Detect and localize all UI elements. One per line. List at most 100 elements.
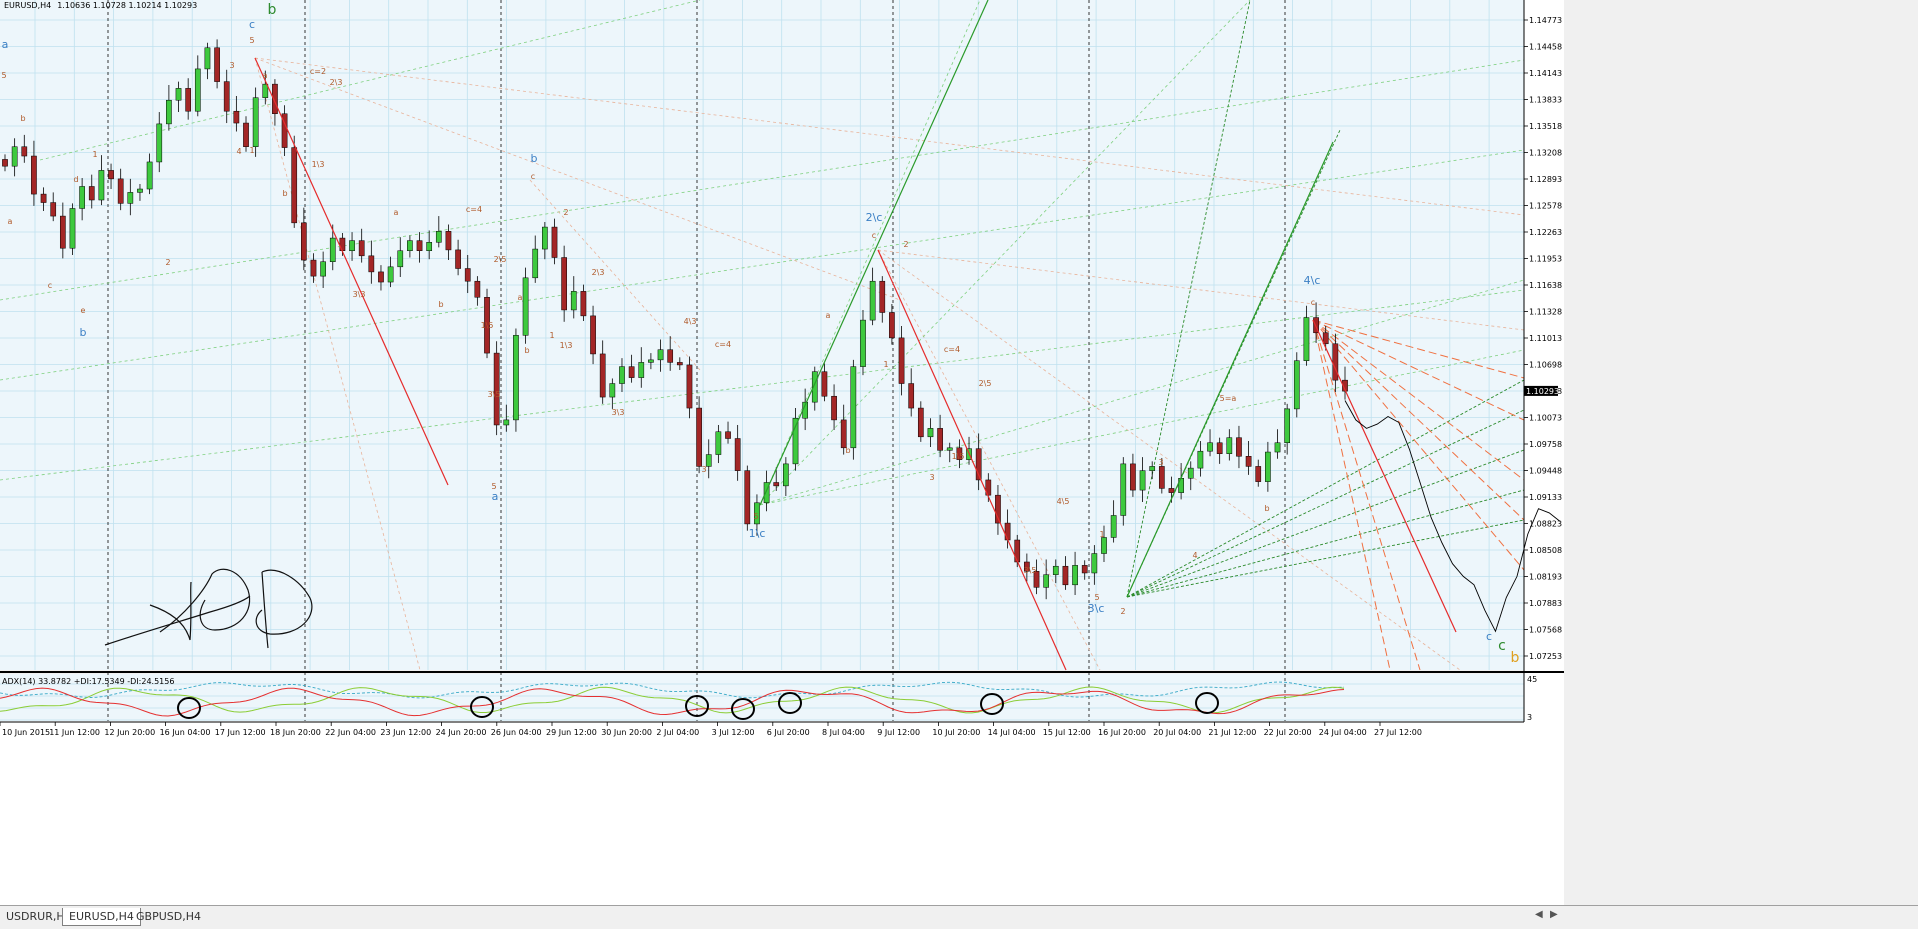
price-label: 1.14143 bbox=[1529, 69, 1562, 78]
plus-di-line bbox=[0, 686, 1345, 714]
tab-eurusd[interactable]: EURUSD,H4 bbox=[62, 908, 141, 926]
time-label: 14 Jul 04:00 bbox=[988, 728, 1036, 737]
candle-body bbox=[88, 186, 95, 201]
price-label: 1.11013 bbox=[1529, 334, 1562, 343]
candle-body bbox=[146, 161, 153, 190]
candle-body bbox=[368, 255, 375, 273]
candle-body bbox=[416, 240, 423, 252]
wave-label: c bbox=[249, 18, 255, 31]
time-axis-bg bbox=[0, 721, 1564, 905]
fan-line bbox=[759, 349, 1525, 506]
candle-body bbox=[50, 202, 57, 217]
wave-label: 1 bbox=[1099, 530, 1104, 539]
candle-body bbox=[455, 249, 461, 269]
wave-label: 1 bbox=[883, 360, 888, 369]
fan-line-green bbox=[1126, 0, 1251, 598]
price-label: 1.08823 bbox=[1529, 520, 1562, 529]
candle-body bbox=[580, 291, 587, 317]
candle-body bbox=[657, 349, 664, 361]
wave-label: b bbox=[20, 114, 25, 123]
candle-body bbox=[850, 366, 857, 449]
wave-label: 2\c bbox=[866, 211, 883, 224]
candle-body bbox=[1187, 467, 1194, 479]
candle-body bbox=[223, 81, 230, 112]
time-label: 24 Jun 20:00 bbox=[436, 728, 487, 737]
fan-lines bbox=[0, 0, 1525, 671]
candle-body bbox=[397, 250, 404, 268]
time-label: 29 Jun 12:00 bbox=[546, 728, 597, 737]
candle-body bbox=[570, 291, 577, 311]
price-label: 1.09448 bbox=[1529, 467, 1562, 476]
candle-body bbox=[725, 431, 731, 439]
candle-body bbox=[956, 447, 963, 460]
candle-body bbox=[676, 362, 683, 366]
wave-label: 2 bbox=[165, 258, 170, 267]
wave-label: 1\5 bbox=[952, 452, 965, 461]
wave-label: 2\3 bbox=[330, 78, 343, 87]
candle-body bbox=[1207, 442, 1213, 452]
wave-label: d bbox=[73, 175, 78, 184]
candle-body bbox=[1091, 553, 1098, 574]
wave-label: e bbox=[81, 306, 86, 315]
candle-body bbox=[590, 315, 596, 355]
candle-body bbox=[763, 482, 770, 504]
time-axis[interactable]: 10 Jun 2015 11 Jun 12:00 12 Jun 20:00 16 Ju… bbox=[0, 722, 1422, 737]
fan-line-green bbox=[1126, 449, 1525, 598]
candle-body bbox=[98, 170, 105, 201]
annotation-circle bbox=[470, 696, 494, 718]
candle-body bbox=[1168, 488, 1175, 493]
candle-body bbox=[522, 277, 529, 336]
wave-label: 3 bbox=[229, 61, 234, 70]
wave-label: 3 bbox=[929, 473, 934, 482]
candle-body bbox=[1158, 466, 1165, 489]
wave-label: a bbox=[394, 208, 399, 217]
trend-line bbox=[877, 249, 1067, 671]
price-label: 1.12578 bbox=[1529, 202, 1562, 211]
candle-body bbox=[1197, 450, 1204, 469]
time-label: 21 Jul 12:00 bbox=[1208, 728, 1256, 737]
candle-body bbox=[1322, 332, 1329, 345]
tab-usdrur[interactable]: USDRUR,H4 bbox=[6, 910, 72, 923]
candle-body bbox=[194, 68, 201, 112]
wave-label: 4 bbox=[236, 147, 241, 156]
time-label: 8 Jul 04:00 bbox=[822, 728, 865, 737]
candle-body bbox=[426, 242, 433, 252]
candle-body bbox=[1101, 537, 1107, 554]
tab-scroll-right-icon[interactable]: ▶ bbox=[1550, 909, 1558, 920]
fan-line-orange bbox=[1312, 319, 1525, 421]
wave-label: 3\3 bbox=[612, 408, 625, 417]
price-label: 1.13518 bbox=[1529, 122, 1562, 131]
wave-label: 5 bbox=[249, 36, 254, 45]
candle-body bbox=[1081, 565, 1088, 574]
price-label: 1.14773 bbox=[1529, 16, 1562, 25]
wave-label: 1 bbox=[549, 331, 554, 340]
wave-label: 1\c bbox=[749, 527, 766, 540]
tab-gbpusd[interactable]: GBPUSD,H4 bbox=[136, 910, 201, 923]
wave-label: 5 bbox=[491, 482, 496, 491]
candle-body bbox=[1004, 522, 1011, 541]
wave-label: c=4 bbox=[466, 205, 482, 214]
wave-label: c=2 bbox=[310, 67, 326, 76]
candle-body bbox=[946, 447, 953, 451]
wave-label: b bbox=[282, 189, 287, 198]
tab-scroll-left-icon[interactable]: ◀ bbox=[1535, 909, 1543, 920]
candle-body bbox=[1072, 565, 1078, 586]
price-label: 1.09758 bbox=[1529, 440, 1562, 449]
price-label: 1.12893 bbox=[1529, 175, 1562, 184]
candle-body bbox=[300, 222, 307, 261]
trend-lines bbox=[254, 0, 1457, 671]
candle-body bbox=[252, 97, 259, 147]
wave-label: c bbox=[872, 231, 876, 240]
price-label: 1.08508 bbox=[1529, 546, 1562, 555]
candle-body bbox=[551, 226, 558, 258]
fan-line bbox=[0, 289, 1525, 481]
fan-line-orange bbox=[1312, 319, 1525, 571]
candle-body bbox=[773, 482, 780, 487]
time-label: 16 Jul 20:00 bbox=[1098, 728, 1146, 737]
annotation-circle bbox=[731, 698, 755, 720]
wave-label: 3\c bbox=[1088, 602, 1105, 615]
candle-body bbox=[734, 438, 741, 471]
candle-body bbox=[1236, 437, 1242, 457]
